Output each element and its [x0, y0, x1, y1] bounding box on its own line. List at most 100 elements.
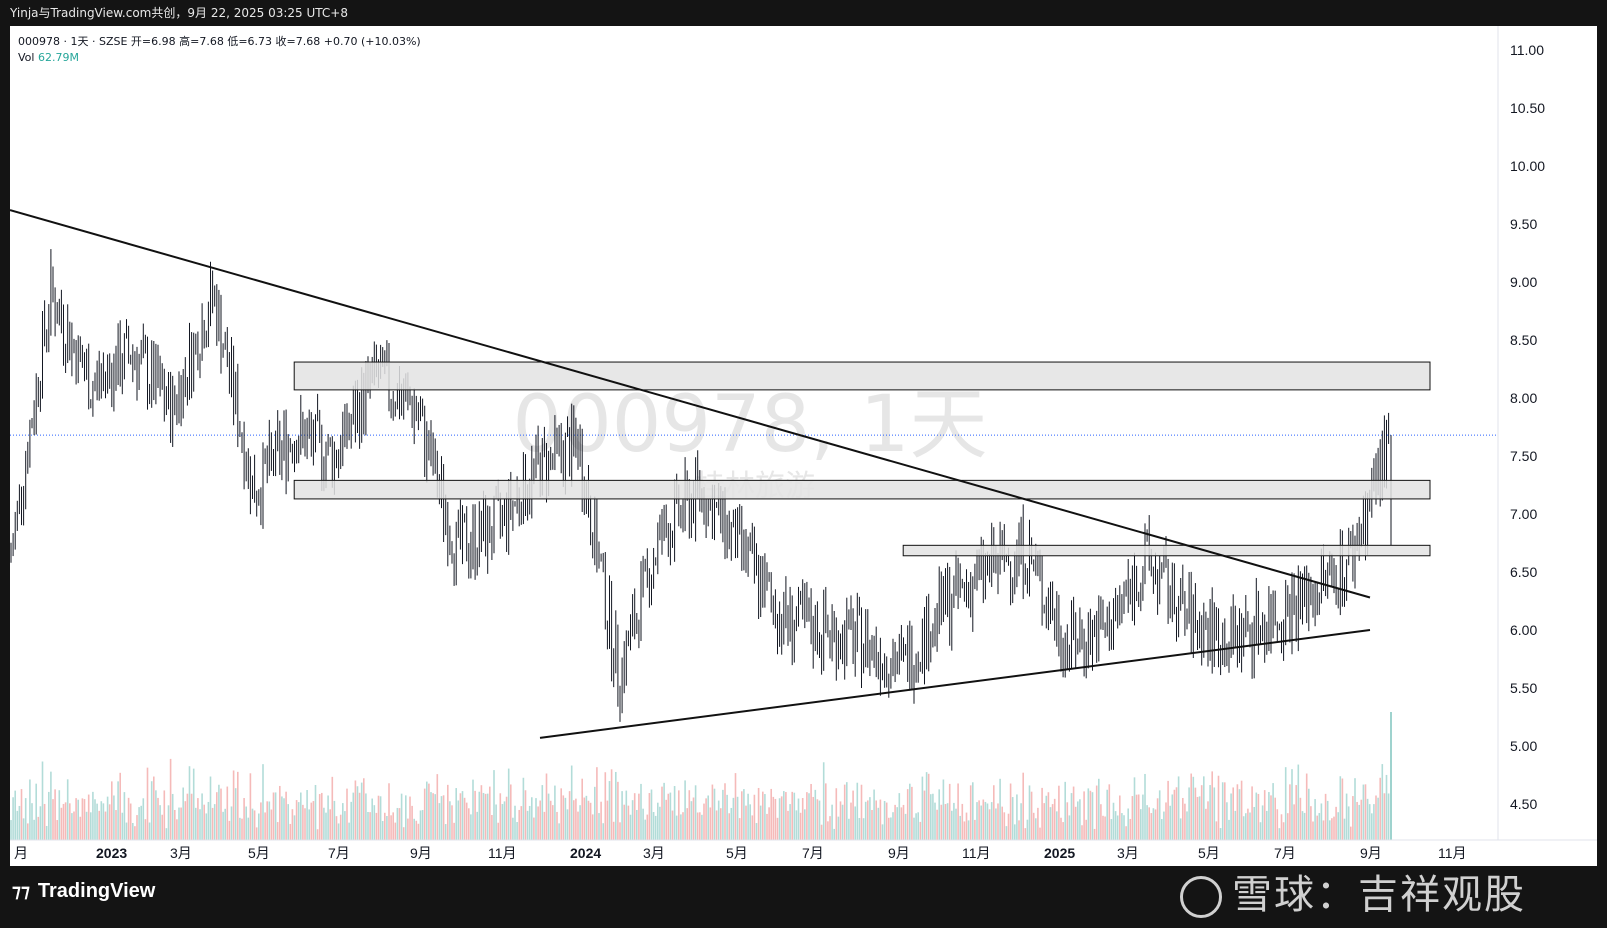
volume-bar: [885, 802, 888, 840]
volume-bar: [932, 793, 934, 840]
volume-bar: [904, 813, 907, 840]
volume-bar: [980, 805, 982, 840]
volume-bar: [1196, 796, 1199, 840]
volume-bar: [1158, 790, 1161, 840]
chart-panel[interactable]: 000978, 1天桂林旅游 11.0010.5010.009.509.008.…: [10, 26, 1597, 866]
volume-bar: [312, 801, 315, 840]
volume-bar: [318, 794, 321, 840]
volume-bar: [1110, 819, 1113, 840]
volume-bar: [780, 796, 783, 840]
volume-bar: [300, 792, 302, 840]
time-tick-label: 7月: [1274, 845, 1296, 861]
volume-bar: [117, 781, 119, 840]
volume-bar: [1259, 822, 1262, 840]
volume-bar: [1106, 789, 1108, 840]
volume-bar: [161, 814, 163, 840]
volume-bar: [785, 792, 787, 840]
volume-bar: [45, 825, 48, 840]
volume-bar: [1270, 795, 1272, 840]
volume-bar: [1165, 802, 1167, 840]
volume-bar: [327, 795, 329, 840]
volume-bar: [291, 809, 294, 840]
volume-bar: [224, 808, 226, 840]
volume-bar: [274, 792, 277, 840]
volume-bar: [264, 812, 266, 840]
volume-bar: [829, 816, 831, 840]
volume-bar: [1339, 776, 1342, 840]
volume-bar: [18, 805, 21, 840]
volume-bar: [898, 793, 901, 840]
volume-bar: [398, 808, 401, 840]
volume-bar: [260, 802, 262, 840]
volume-bar: [1366, 798, 1369, 840]
volume-bar: [463, 797, 466, 840]
volume-bar: [837, 816, 840, 840]
volume-bar: [192, 768, 195, 840]
volume-bar: [864, 801, 867, 840]
volume-label: Vol: [18, 51, 35, 64]
volume-bar: [442, 795, 445, 840]
volume-bar: [860, 784, 863, 840]
volume-bar: [314, 784, 317, 840]
volume-bar: [367, 811, 369, 840]
volume-bar: [354, 780, 357, 840]
volume-bar: [169, 758, 172, 840]
volume-bar: [503, 801, 506, 840]
volume-bar: [1070, 793, 1073, 840]
volume-bar: [539, 800, 541, 840]
volume-bar: [644, 819, 646, 840]
volume-bar: [432, 793, 434, 840]
volume-bar: [787, 810, 789, 840]
time-tick-label: 5月: [726, 845, 748, 861]
volume-bar: [520, 806, 523, 840]
volume-bar-last: [1390, 712, 1392, 840]
volume-bar: [272, 792, 275, 840]
volume-bar: [413, 818, 415, 840]
volume-bar: [493, 770, 495, 840]
volume-bar: [186, 793, 189, 840]
volume-bar: [1371, 813, 1373, 840]
volume-bar: [778, 798, 781, 840]
volume-bar: [791, 791, 793, 840]
volume-bar: [543, 811, 546, 840]
volume-bar: [560, 788, 562, 840]
volume-bar: [106, 796, 109, 840]
volume-bar: [138, 807, 140, 840]
volume-value: 62.79M: [37, 51, 79, 64]
volume-bar: [41, 761, 44, 840]
volume-bar: [1343, 818, 1346, 840]
volume-bar: [541, 785, 544, 840]
volume-bar: [457, 800, 460, 840]
volume-bar: [1032, 812, 1035, 840]
volume-bar: [925, 772, 928, 840]
volume-bar: [1329, 820, 1331, 840]
time-tick-label: 2025: [1044, 845, 1075, 861]
volume-bar: [461, 791, 464, 840]
volume-bar: [337, 823, 340, 840]
volume-bar: [623, 804, 625, 840]
price-chart[interactable]: 000978, 1天桂林旅游 11.0010.5010.009.509.008.…: [10, 26, 1597, 866]
volume-bar: [1081, 825, 1083, 840]
volume-bar: [1236, 784, 1239, 840]
volume-bar: [990, 802, 993, 840]
volume-bar: [375, 812, 378, 840]
volume-bar: [1324, 793, 1327, 840]
volume-bar: [1127, 808, 1129, 840]
volume-bar: [232, 770, 235, 840]
volume-bar: [709, 807, 712, 840]
volume-bar: [1005, 826, 1008, 840]
volume-bar: [444, 824, 447, 840]
tradingview-logo[interactable]: ⁊⁊ TradingView: [12, 880, 155, 903]
volume-bar: [302, 804, 304, 840]
volume-bar: [577, 811, 579, 840]
volume-bar: [1184, 803, 1186, 840]
symbol-ohlc-line: 000978 · 1天 · SZSE 开=6.98 高=7.68 低=6.73 …: [18, 35, 421, 48]
volume-bar: [501, 804, 504, 840]
volume-bar: [732, 797, 735, 840]
volume-bar: [554, 785, 556, 840]
volume-bar: [692, 797, 695, 840]
volume-bar: [820, 824, 823, 840]
volume-bar: [1125, 826, 1127, 840]
price-tick-label: 7.00: [1510, 506, 1537, 522]
volume-bar: [325, 812, 327, 840]
